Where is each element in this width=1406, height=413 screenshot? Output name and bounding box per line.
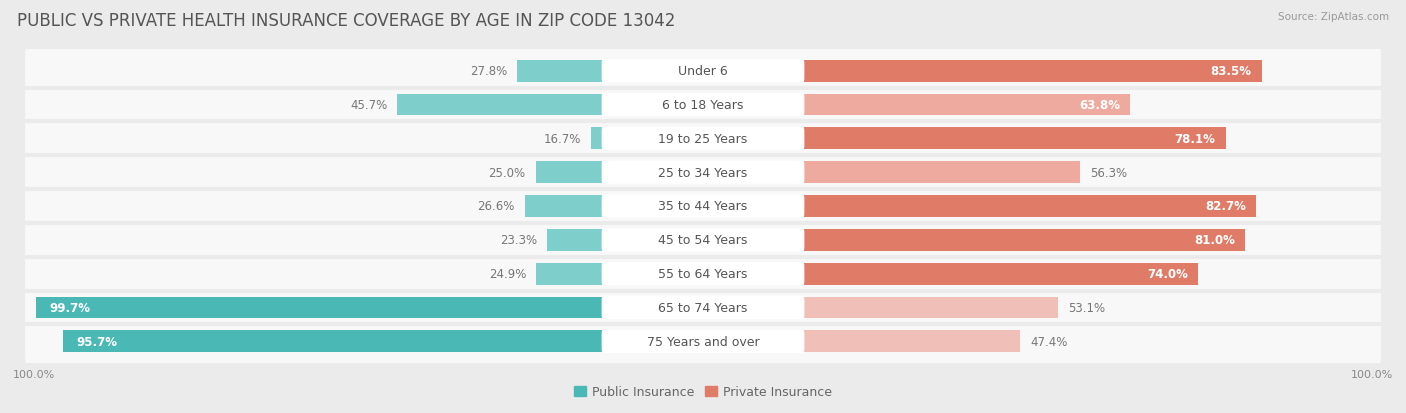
Text: 25.0%: 25.0% xyxy=(488,166,526,179)
Text: 45.7%: 45.7% xyxy=(350,99,387,112)
Text: 74.0%: 74.0% xyxy=(1147,268,1188,280)
FancyBboxPatch shape xyxy=(25,47,1381,96)
FancyBboxPatch shape xyxy=(602,229,804,252)
FancyBboxPatch shape xyxy=(25,148,1381,197)
FancyBboxPatch shape xyxy=(602,60,804,83)
Text: 75 Years and over: 75 Years and over xyxy=(647,335,759,348)
Text: 65 to 74 Years: 65 to 74 Years xyxy=(658,301,748,314)
FancyBboxPatch shape xyxy=(25,317,1381,366)
Text: 81.0%: 81.0% xyxy=(1194,234,1234,247)
Text: 26.6%: 26.6% xyxy=(478,200,515,213)
FancyBboxPatch shape xyxy=(25,216,1381,265)
Text: 63.8%: 63.8% xyxy=(1078,99,1121,112)
Bar xyxy=(703,94,1130,116)
Bar xyxy=(35,297,703,319)
FancyBboxPatch shape xyxy=(25,283,1381,332)
Text: 35 to 44 Years: 35 to 44 Years xyxy=(658,200,748,213)
Text: 82.7%: 82.7% xyxy=(1205,200,1246,213)
Text: 78.1%: 78.1% xyxy=(1175,133,1216,145)
FancyBboxPatch shape xyxy=(602,94,804,117)
FancyBboxPatch shape xyxy=(602,127,804,151)
Text: Source: ZipAtlas.com: Source: ZipAtlas.com xyxy=(1278,12,1389,22)
Text: 27.8%: 27.8% xyxy=(470,65,508,78)
Text: 99.7%: 99.7% xyxy=(49,301,90,314)
FancyBboxPatch shape xyxy=(602,161,804,184)
Text: 56.3%: 56.3% xyxy=(1090,166,1128,179)
Bar xyxy=(703,229,1246,251)
Text: 23.3%: 23.3% xyxy=(501,234,537,247)
Bar xyxy=(396,94,703,116)
Bar xyxy=(703,162,1080,184)
Bar xyxy=(703,330,1021,352)
Text: 16.7%: 16.7% xyxy=(544,133,581,145)
Text: 6 to 18 Years: 6 to 18 Years xyxy=(662,99,744,112)
FancyBboxPatch shape xyxy=(25,182,1381,231)
Text: 83.5%: 83.5% xyxy=(1211,65,1251,78)
Bar xyxy=(517,61,703,83)
Bar xyxy=(547,229,703,251)
Text: 24.9%: 24.9% xyxy=(489,268,526,280)
FancyBboxPatch shape xyxy=(602,330,804,353)
Bar xyxy=(703,61,1261,83)
Text: 19 to 25 Years: 19 to 25 Years xyxy=(658,133,748,145)
FancyBboxPatch shape xyxy=(25,249,1381,299)
FancyBboxPatch shape xyxy=(25,114,1381,164)
Bar xyxy=(524,195,703,218)
Bar xyxy=(536,162,703,184)
Bar xyxy=(703,195,1257,218)
Text: 47.4%: 47.4% xyxy=(1031,335,1067,348)
Bar xyxy=(536,263,703,285)
Legend: Public Insurance, Private Insurance: Public Insurance, Private Insurance xyxy=(574,385,832,398)
FancyBboxPatch shape xyxy=(25,81,1381,130)
Bar xyxy=(63,330,703,352)
Text: PUBLIC VS PRIVATE HEALTH INSURANCE COVERAGE BY AGE IN ZIP CODE 13042: PUBLIC VS PRIVATE HEALTH INSURANCE COVER… xyxy=(17,12,675,30)
Text: Under 6: Under 6 xyxy=(678,65,728,78)
FancyBboxPatch shape xyxy=(602,195,804,218)
Bar xyxy=(703,297,1059,319)
Text: 55 to 64 Years: 55 to 64 Years xyxy=(658,268,748,280)
Text: 45 to 54 Years: 45 to 54 Years xyxy=(658,234,748,247)
Bar xyxy=(703,128,1226,150)
FancyBboxPatch shape xyxy=(602,262,804,286)
Text: 25 to 34 Years: 25 to 34 Years xyxy=(658,166,748,179)
FancyBboxPatch shape xyxy=(602,296,804,319)
Bar xyxy=(592,128,703,150)
Bar xyxy=(703,263,1198,285)
Text: 53.1%: 53.1% xyxy=(1069,301,1105,314)
Text: 95.7%: 95.7% xyxy=(76,335,117,348)
